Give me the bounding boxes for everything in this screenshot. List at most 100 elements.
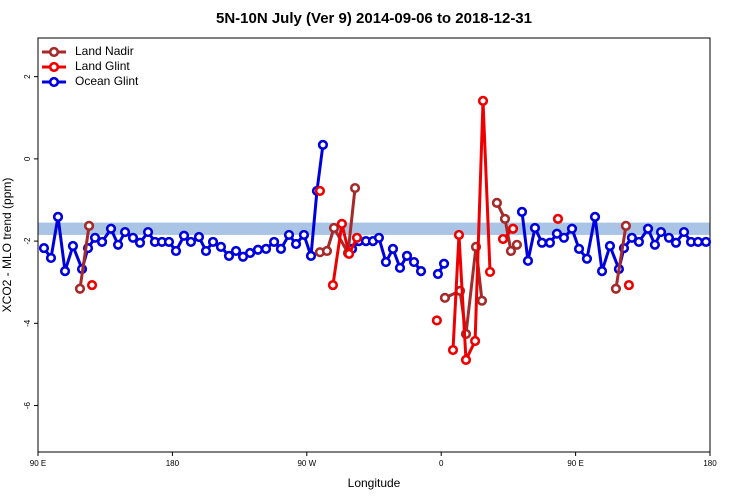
data-point	[484, 266, 496, 278]
data-point	[469, 335, 481, 347]
data-point	[207, 236, 219, 248]
data-point	[380, 256, 392, 268]
data-point	[573, 243, 585, 255]
data-point	[505, 245, 517, 257]
data-point	[604, 240, 616, 252]
data-point	[305, 250, 317, 261]
data-point	[252, 244, 264, 255]
data-point	[317, 139, 329, 150]
data-point	[511, 239, 523, 250]
data-point	[96, 236, 108, 248]
data-point	[185, 236, 197, 248]
data-point	[200, 245, 212, 257]
data-point	[558, 232, 570, 243]
data-point	[700, 236, 712, 248]
data-point	[581, 253, 593, 264]
legend-label: Land Nadir	[75, 44, 134, 58]
x-tick-label: 90 W	[297, 459, 316, 468]
y-tick-label: 2	[23, 74, 32, 79]
data-point	[268, 236, 280, 248]
legend-label: Ocean Glint	[75, 74, 139, 88]
data-point	[275, 243, 287, 255]
data-point	[544, 237, 556, 248]
data-point	[193, 231, 205, 243]
data-point	[38, 242, 50, 254]
legend-marker	[48, 61, 60, 73]
data-point	[328, 222, 340, 234]
data-point	[67, 240, 79, 252]
data-point	[290, 238, 302, 250]
data-point	[45, 252, 57, 264]
chart-title: 5N-10N July (Ver 9) 2014-09-06 to 2018-1…	[216, 10, 532, 27]
data-point	[321, 245, 333, 257]
data-point	[623, 279, 635, 291]
data-point	[507, 223, 519, 234]
data-point	[134, 237, 146, 248]
data-point	[351, 232, 363, 243]
x-axis-label: Longitude	[348, 476, 401, 490]
data-point	[692, 236, 704, 248]
data-point	[470, 241, 482, 252]
data-point	[373, 232, 385, 243]
y-tick-label: -6	[23, 401, 32, 409]
data-point	[314, 185, 326, 197]
data-point	[89, 232, 101, 243]
data-point	[438, 258, 450, 269]
data-point	[497, 233, 509, 245]
data-point	[59, 266, 71, 277]
data-point	[642, 223, 654, 234]
x-tick-label: 90 E	[30, 459, 46, 468]
data-point	[663, 232, 675, 243]
data-point	[387, 243, 399, 255]
data-point	[529, 222, 541, 234]
y-tick-label: -4	[23, 319, 32, 327]
data-point	[610, 283, 622, 294]
legend-label: Land Glint	[75, 59, 130, 73]
data-point	[112, 239, 124, 250]
data-point	[52, 211, 64, 222]
data-point	[105, 223, 117, 234]
data-point	[678, 226, 690, 238]
data-point	[596, 266, 608, 277]
data-point	[163, 236, 175, 248]
y-tick-label: -2	[23, 237, 32, 245]
data-point	[516, 206, 528, 218]
data-point	[655, 226, 667, 238]
data-point	[551, 228, 563, 239]
x-tick-label: 0	[439, 459, 444, 468]
data-point	[431, 315, 442, 326]
data-point	[298, 229, 310, 241]
data-point	[415, 266, 427, 277]
data-point	[401, 250, 413, 261]
data-point	[491, 197, 503, 208]
data-point	[552, 213, 564, 224]
y-axis-label: XCO2 - MLO trend (ppm)	[0, 178, 14, 313]
data-point	[499, 213, 511, 224]
data-point	[453, 229, 465, 241]
data-point	[74, 283, 86, 294]
data-point	[670, 237, 682, 248]
data-point	[649, 239, 660, 250]
data-point	[283, 229, 295, 241]
data-point	[215, 241, 227, 252]
data-point	[447, 344, 459, 356]
data-point	[633, 236, 645, 248]
legend-marker	[48, 46, 60, 58]
data-point	[170, 245, 182, 257]
data-point	[460, 354, 472, 366]
data-point	[408, 256, 420, 268]
data-point	[476, 295, 488, 306]
data-point	[86, 279, 98, 291]
data-point	[432, 268, 444, 280]
data-point	[477, 95, 489, 107]
data-point	[244, 247, 256, 259]
data-point	[536, 237, 548, 248]
data-point	[439, 292, 451, 303]
data-point	[626, 232, 637, 243]
x-tick-label: 180	[703, 459, 717, 468]
data-point	[394, 262, 406, 273]
data-point	[127, 232, 139, 243]
legend-marker	[48, 76, 60, 88]
data-point	[83, 220, 95, 231]
